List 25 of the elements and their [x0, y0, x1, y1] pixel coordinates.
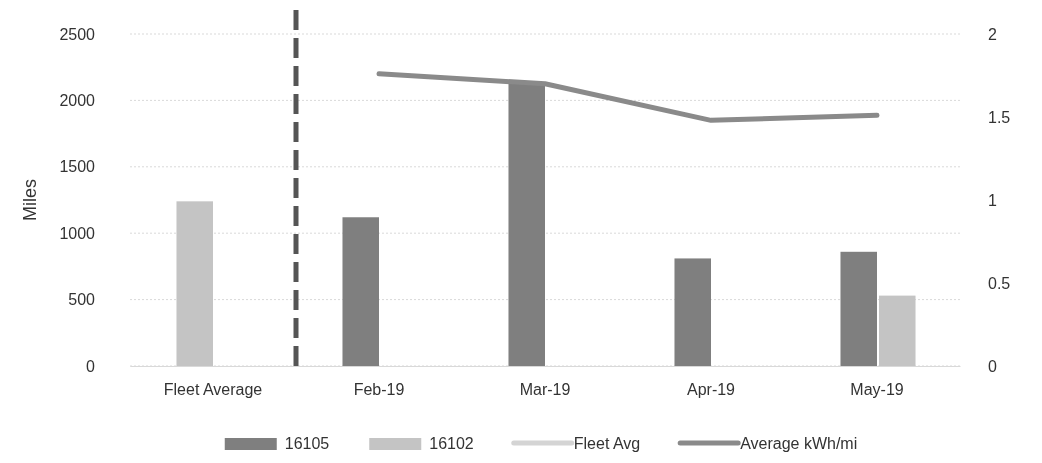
legend-label: Average kWh/mi [740, 434, 858, 452]
y2-tick-label: 0.5 [988, 274, 1011, 292]
y2-tick-label: 1 [988, 191, 997, 209]
y2-tick-label: 0 [988, 357, 997, 375]
y2-tick-label: 1.5 [988, 108, 1011, 126]
bar [840, 251, 877, 366]
bar [879, 295, 916, 366]
bar [674, 258, 711, 366]
x-tick-label: Apr-19 [686, 381, 736, 399]
x-tick-label: Fleet Average [163, 381, 263, 399]
y2-tick-label: 2 [988, 25, 997, 43]
legend-label: 16102 [429, 434, 474, 452]
x-tick-label: Mar-19 [519, 381, 571, 399]
y-tick-label: 500 [68, 291, 96, 309]
legend-label: Fleet Avg [573, 434, 641, 452]
y-tick-label: 1000 [59, 224, 96, 242]
x-tick-label: May-19 [850, 381, 904, 399]
x-tick-label: Feb-19 [353, 381, 405, 399]
y-axis-title: Miles [20, 178, 41, 222]
bar [342, 217, 379, 366]
y-tick-label: 2000 [59, 92, 96, 110]
y-tick-label: 2500 [59, 25, 96, 43]
legend-label: 16105 [284, 434, 330, 452]
y-tick-label: 1500 [59, 158, 96, 176]
y-tick-label: 0 [86, 357, 96, 375]
